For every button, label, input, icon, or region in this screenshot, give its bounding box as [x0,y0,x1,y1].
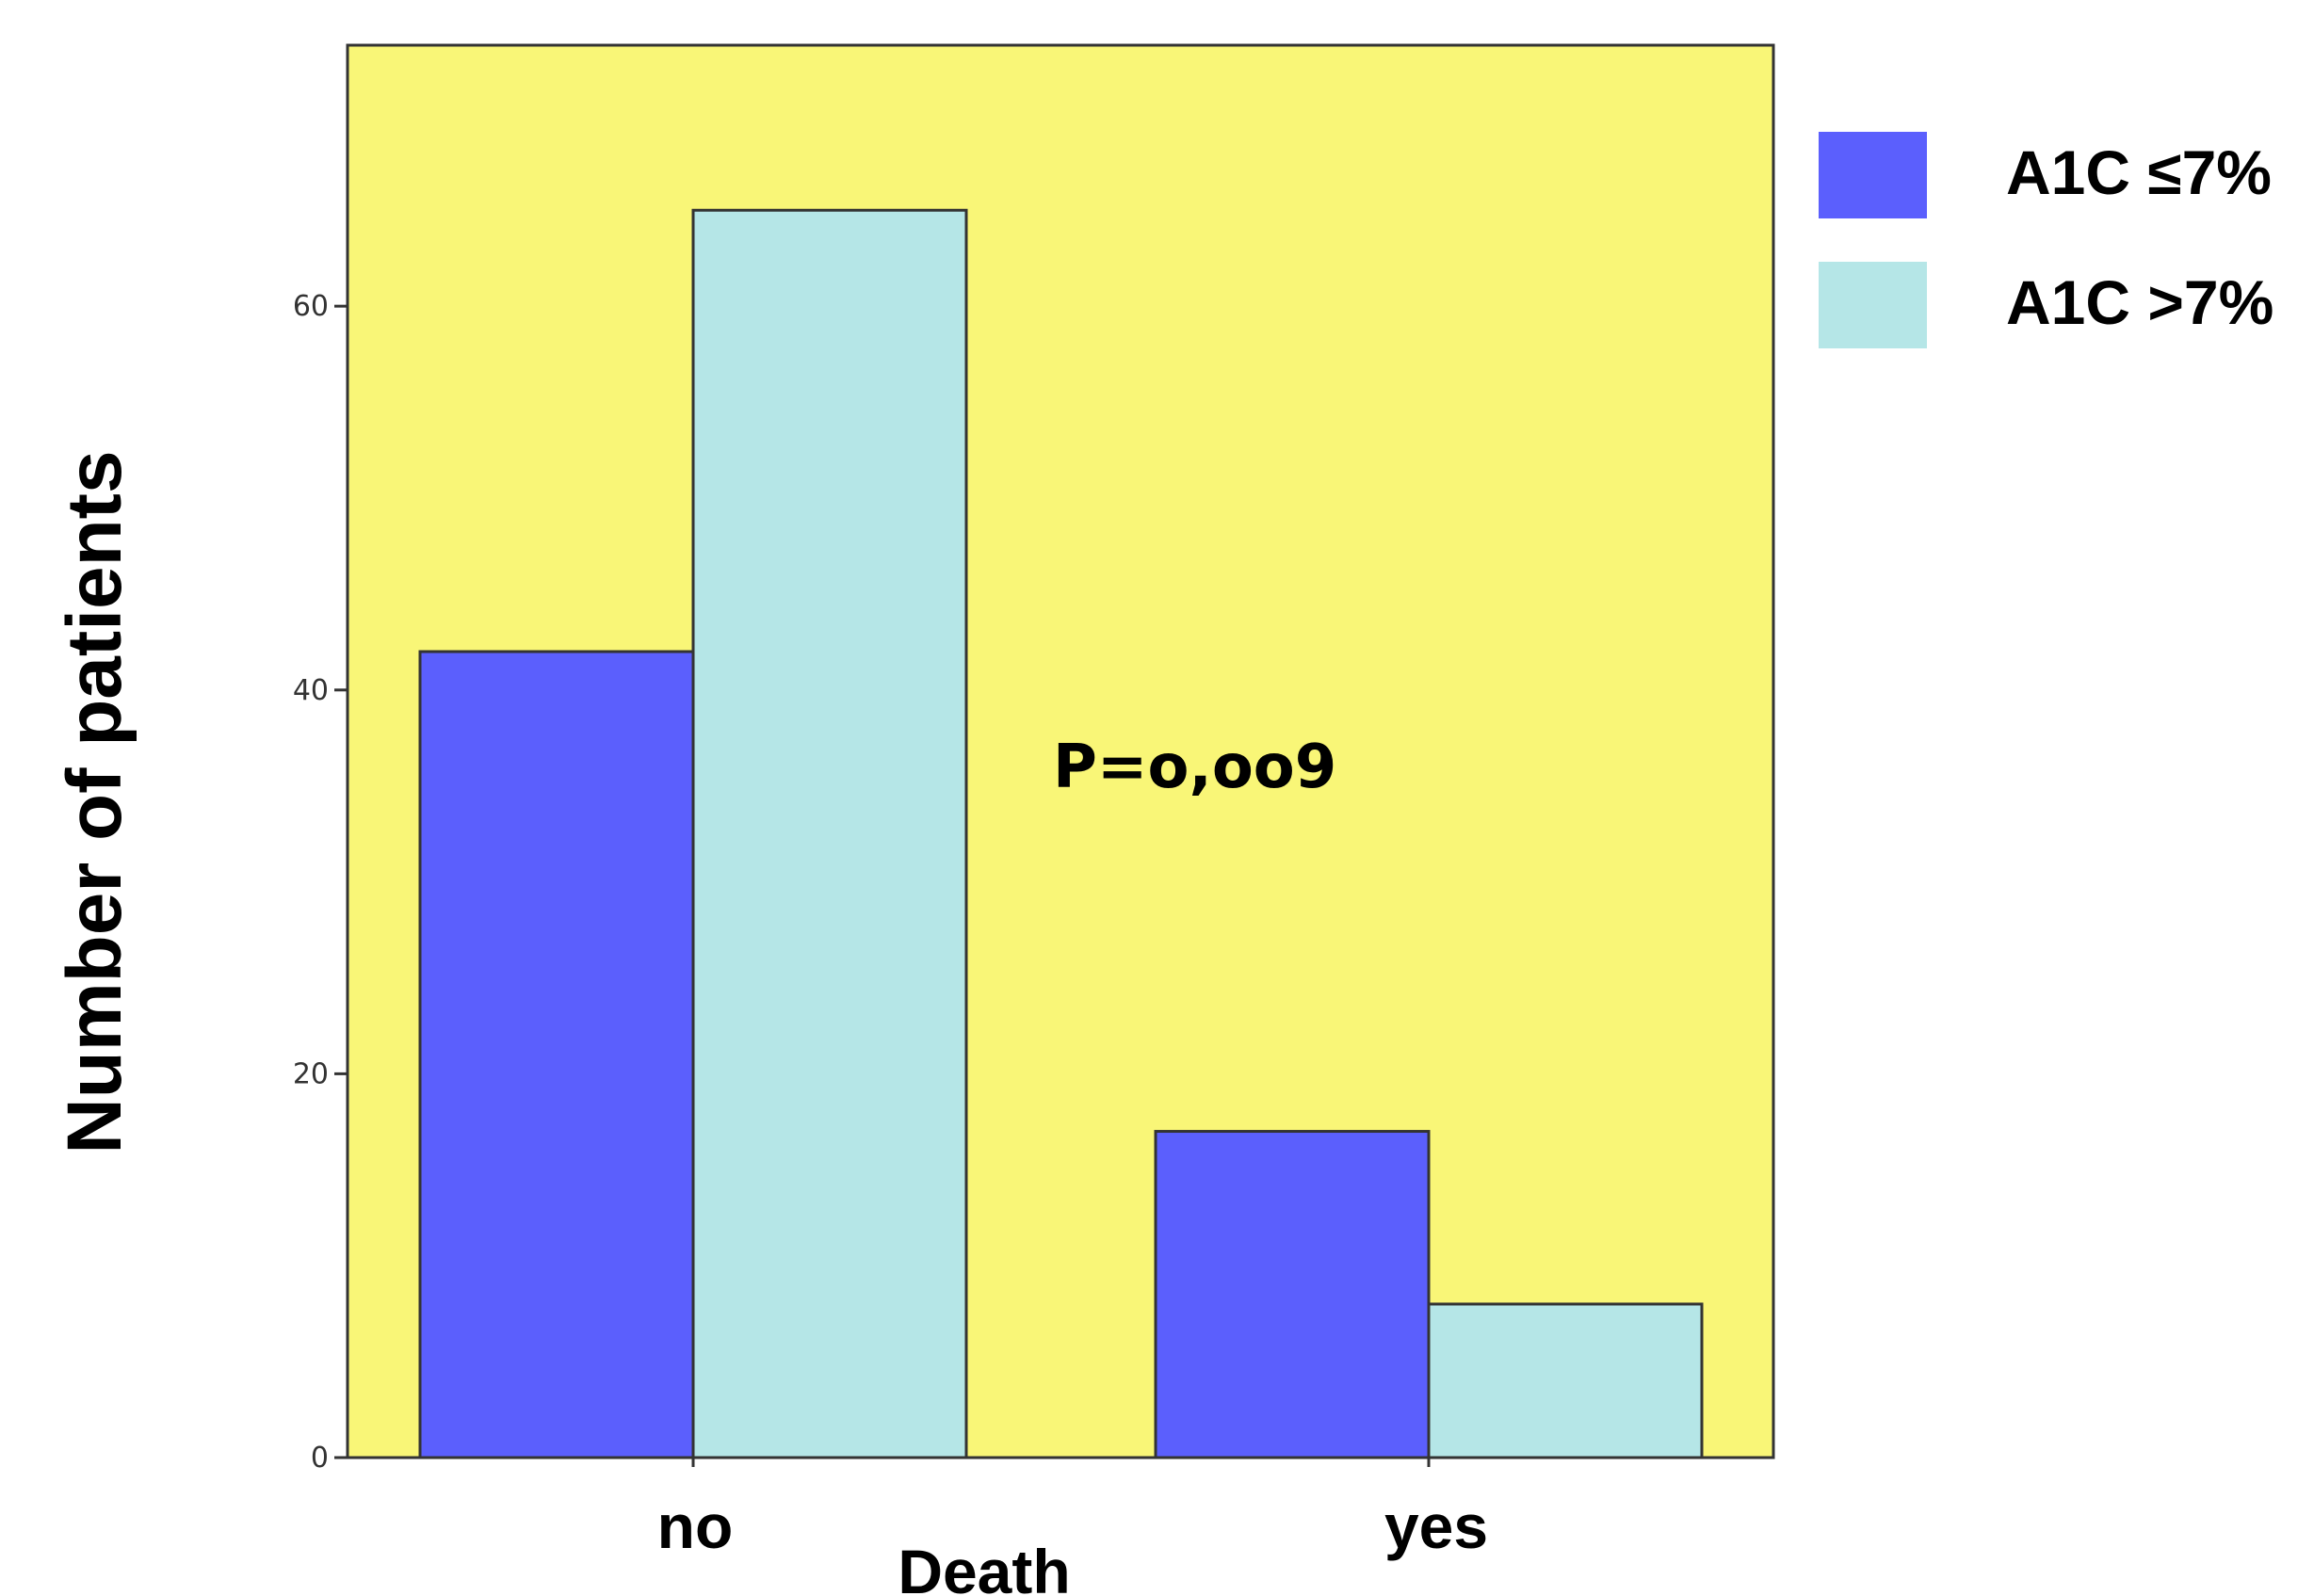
x-axis-title: Death [898,1537,1070,1596]
bar-no-series-2 [691,208,968,1459]
y-tick-label: 0 [311,1442,329,1475]
y-tick-label: 40 [293,674,329,707]
x-tick-label: no [657,1491,734,1561]
x-tick-label: yes [1384,1491,1488,1561]
y-axis-title: Number of patients [52,450,138,1153]
legend-label: A1C ≤7% [2006,137,2272,207]
bars [418,208,1704,1459]
y-axis: 0 20 40 60 [293,290,348,1475]
p-value-annotation: P=o,oo9 [1053,733,1336,802]
legend-label: A1C >7% [2006,267,2274,337]
bar-yes-series-1 [1154,1130,1431,1459]
bar-no-series-1 [418,650,695,1459]
legend-swatch [1819,132,1927,218]
x-axis: no yes [657,1458,1488,1561]
y-tick-label: 20 [293,1057,329,1090]
y-tick-label: 60 [293,290,329,323]
legend: A1C ≤7% A1C >7% [1819,132,2274,348]
bar-yes-series-2 [1427,1302,1704,1459]
legend-swatch [1819,262,1927,348]
